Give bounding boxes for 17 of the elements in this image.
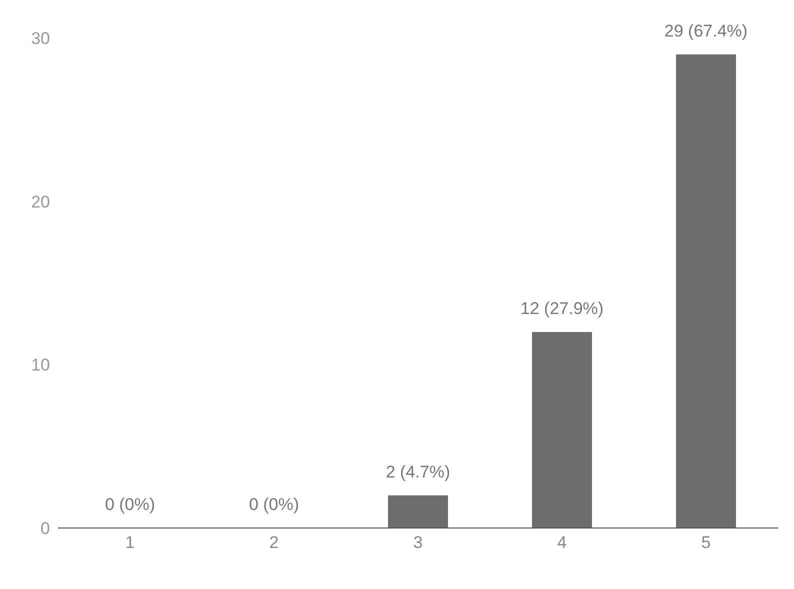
y-tick-label: 20: [31, 192, 50, 212]
data-label: 29 (67.4%): [664, 21, 748, 40]
x-tick-label: 2: [269, 533, 279, 552]
y-tick-label: 0: [40, 519, 50, 538]
bar: [532, 332, 592, 528]
data-label: 0 (0%): [104, 495, 156, 514]
x-tick-label: 4: [557, 533, 567, 552]
data-label: 12 (27.9%): [520, 299, 604, 318]
bar: [676, 54, 736, 528]
data-label: 0 (0%): [248, 495, 300, 514]
data-label: 2 (4.7%): [386, 462, 450, 482]
x-tick-label: 1: [125, 533, 135, 552]
x-tick-label: 5: [701, 533, 711, 552]
y-tick-label: 30: [31, 29, 50, 48]
y-tick-label: 10: [31, 356, 50, 375]
bar: [388, 495, 448, 528]
x-tick-label: 3: [413, 533, 423, 552]
